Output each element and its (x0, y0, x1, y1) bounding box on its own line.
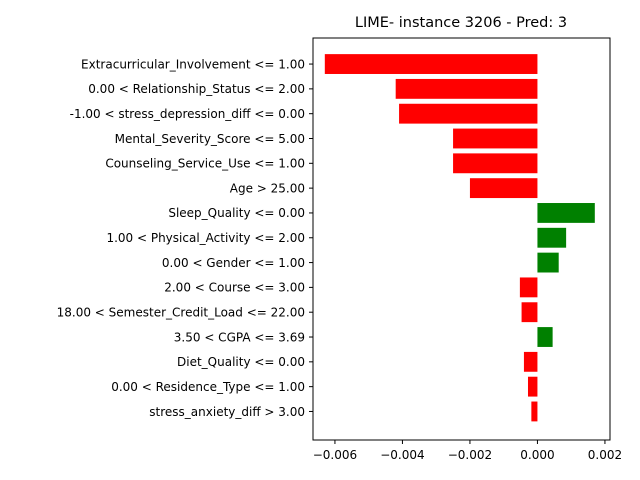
bars-group (324, 54, 595, 422)
y-tick-label-4: Counseling_Service_Use <= 1.00 (105, 157, 305, 171)
plot-frame (312, 37, 611, 441)
bar-2 (399, 103, 538, 124)
y-tick-label-2: -1.00 < stress_depression_diff <= 0.00 (70, 107, 305, 121)
x-tick-label-2: −0.002 (448, 448, 492, 462)
bar-5 (469, 178, 538, 199)
y-tick-label-1: 0.00 < Relationship_Status <= 2.00 (88, 82, 305, 96)
bar-0 (324, 54, 538, 74)
chart-title: LIME- instance 3206 - Pred: 3 (355, 15, 567, 31)
x-tick-label-4: 0.002 (588, 448, 622, 462)
y-tick-label-11: 3.50 < CGPA <= 3.69 (174, 330, 305, 344)
y-tick-label-14: stress_anxiety_diff > 3.00 (149, 405, 305, 419)
bar-1 (395, 78, 538, 99)
y-tick-label-3: Mental_Severity_Score <= 5.00 (115, 132, 305, 146)
y-tick-label-7: 1.00 < Physical_Activity <= 2.00 (106, 231, 305, 245)
y-tick-label-13: 0.00 < Residence_Type <= 1.00 (111, 380, 305, 394)
y-tick-label-5: Age > 25.00 (230, 181, 305, 195)
y-tick-label-8: 0.00 < Gender <= 1.00 (162, 256, 305, 270)
bar-3 (453, 128, 538, 149)
y-tick-label-12: Diet_Quality <= 0.00 (177, 355, 305, 369)
y-tick-label-0: Extracurricular_Involvement <= 1.00 (81, 57, 305, 71)
bar-7 (537, 227, 567, 248)
bar-4 (453, 153, 538, 174)
bar-6 (537, 203, 595, 223)
bar-13 (527, 376, 538, 397)
bar-12 (523, 351, 538, 372)
x-tick-label-1: −0.004 (380, 448, 424, 462)
y-tick-label-10: 18.00 < Semester_Credit_Load <= 22.00 (57, 306, 305, 320)
bar-8 (537, 252, 559, 273)
bar-9 (519, 277, 538, 298)
bar-10 (521, 302, 538, 323)
bar-14 (531, 401, 538, 422)
bar-11 (537, 327, 553, 347)
y-axis: Extracurricular_Involvement <= 1.00 0.00 … (57, 57, 313, 419)
y-tick-label-6: Sleep_Quality <= 0.00 (168, 206, 305, 220)
x-tick-label-3: 0.000 (520, 448, 554, 462)
y-tick-label-9: 2.00 < Course <= 3.00 (164, 281, 305, 295)
x-tick-label-0: −0.006 (313, 448, 357, 462)
x-axis: −0.006 −0.004 −0.002 0.000 0.002 (313, 440, 622, 462)
